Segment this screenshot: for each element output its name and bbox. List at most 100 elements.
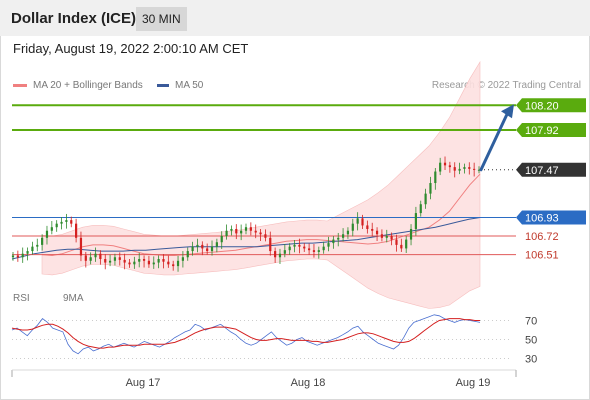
rsi-tick-50: 50: [525, 335, 537, 347]
bollinger-swatch: [13, 83, 27, 87]
rsi-tick-70: 70: [525, 316, 537, 328]
candle-body: [152, 262, 155, 265]
candle-body: [191, 246, 194, 252]
candle-body: [390, 236, 393, 240]
level-tag-107-47-bg: [516, 162, 586, 177]
candle-body: [215, 242, 218, 247]
candle-body: [443, 162, 447, 166]
candle-body: [45, 230, 49, 238]
candle-body: [439, 162, 442, 172]
candle-body: [225, 230, 228, 237]
candle-body: [138, 259, 141, 262]
candle-body: [405, 239, 408, 249]
candle-body: [361, 218, 364, 226]
bollinger-band: [41, 60, 481, 309]
candle-body: [346, 230, 350, 235]
candle-body: [26, 251, 29, 254]
candle-body: [133, 261, 136, 265]
candle-body: [429, 183, 432, 194]
candle-body: [414, 213, 417, 229]
candle-body: [84, 255, 87, 261]
candle-body: [477, 169, 481, 171]
level-tag-108-20: 108.20: [525, 100, 559, 112]
candle-body: [298, 244, 301, 247]
candle-body: [278, 253, 282, 258]
candle-body: [419, 204, 422, 214]
candle-body: [104, 259, 107, 263]
candle-body: [181, 257, 184, 261]
candle-body: [259, 232, 262, 235]
candle-body: [60, 221, 63, 224]
x-tick-aug-18: Aug 18: [291, 377, 326, 389]
candle-body: [473, 168, 476, 170]
candle-body: [89, 257, 92, 261]
forecast-arrow: [479, 112, 509, 172]
legend-rsi: RSI: [13, 293, 30, 304]
candle-body: [308, 248, 311, 251]
candle-body: [167, 261, 170, 265]
candle-body: [293, 244, 296, 247]
candle-body: [254, 230, 257, 233]
candle-body: [31, 246, 34, 252]
candle-body: [196, 244, 199, 247]
candle-body: [463, 167, 466, 169]
candle-body: [283, 250, 286, 254]
candle-body: [322, 246, 325, 251]
level-tag-107-92-bg: [516, 123, 586, 137]
bollinger-label: MA 20 + Bollinger Bands: [33, 80, 143, 91]
candle-body: [385, 236, 388, 238]
candle-body: [123, 259, 126, 263]
rsi-ma-line: [11, 318, 480, 349]
level-tag-107-92: 107.92: [525, 125, 559, 137]
candle-body: [65, 220, 68, 222]
candle-body: [375, 230, 379, 235]
legend-rsi-ma: 9MA: [63, 293, 84, 304]
candle-body: [201, 244, 204, 249]
candle-body: [118, 257, 121, 260]
candle-body: [356, 218, 359, 224]
candle-body: [230, 228, 233, 231]
candle-body: [240, 230, 243, 234]
legend-bollinger: MA 20 + Bollinger Bands: [13, 80, 143, 91]
candle-body: [424, 193, 427, 205]
candle-body: [269, 237, 272, 252]
candle-body: [351, 223, 354, 231]
candle-body: [380, 234, 384, 238]
candle-body: [249, 227, 252, 231]
candle-body: [327, 243, 330, 247]
candle-body: [206, 248, 209, 252]
ma50-label: MA 50: [175, 80, 204, 91]
candle-body: [172, 264, 175, 267]
candle-body: [453, 167, 456, 171]
candle-body: [113, 257, 117, 261]
rsi-ma-label: 9MA: [63, 293, 84, 304]
candle-body: [36, 244, 39, 247]
candle-body: [79, 237, 83, 256]
chart-datetime: Friday, August 19, 2022 2:00:10 AM CET: [13, 41, 249, 56]
candle-body: [448, 165, 451, 168]
rsi-label: RSI: [13, 293, 30, 304]
candle-body: [244, 227, 248, 231]
candle-body: [75, 223, 78, 238]
candle-body: [395, 239, 398, 245]
candle-body: [434, 171, 437, 184]
candle-body: [55, 223, 58, 228]
ma20-line: [41, 173, 481, 257]
level-tag-108-20-bg: [516, 98, 586, 113]
instrument-title: Dollar Index (ICE): [11, 10, 137, 27]
candle-body: [409, 228, 413, 240]
candle-body: [162, 259, 165, 262]
candle-body: [337, 237, 340, 240]
timeframe-badge[interactable]: 30 MIN: [136, 7, 187, 31]
candle-body: [341, 234, 345, 238]
candle-body: [366, 225, 369, 229]
candle-body: [371, 228, 374, 231]
candle-body: [21, 253, 24, 258]
x-tick-aug-17: Aug 17: [126, 377, 161, 389]
level-tag-106-93: 106.93: [525, 212, 559, 224]
credit-text: Research © 2022 Trading Central: [431, 80, 581, 91]
level-tag-107-47: 107.47: [525, 165, 559, 177]
legend-ma50: MA 50: [157, 80, 203, 91]
candle-body: [99, 253, 102, 260]
